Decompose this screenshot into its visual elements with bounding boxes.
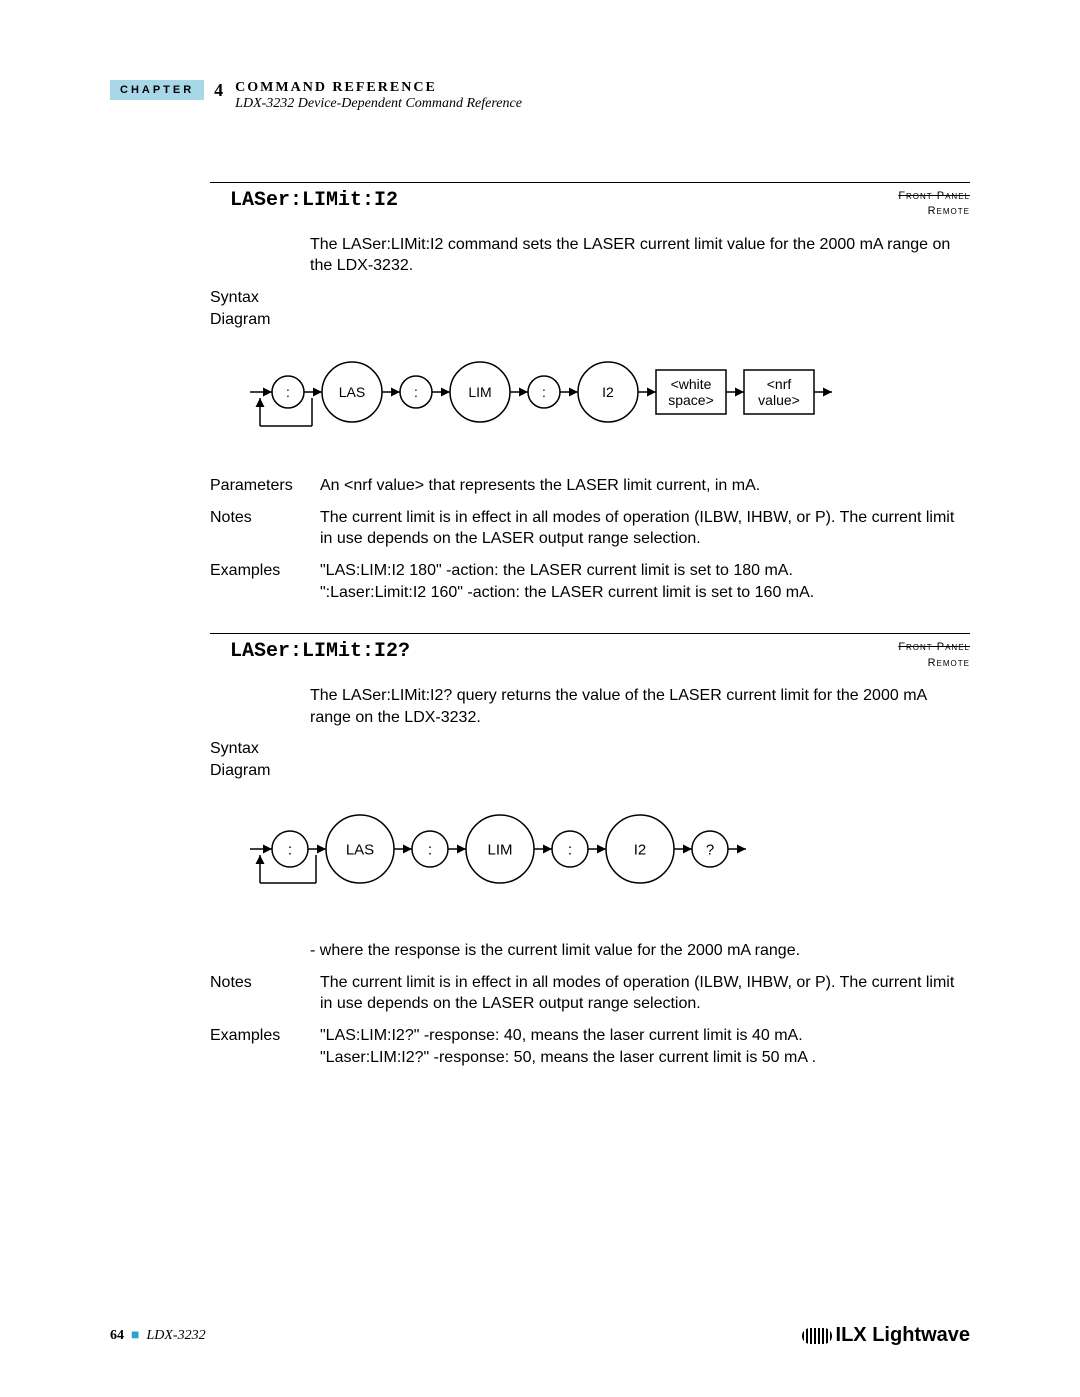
command-title: LASer:LIMit:I2? bbox=[230, 640, 410, 663]
section-rule bbox=[210, 633, 970, 634]
command-description: The LASer:LIMit:I2? query returns the va… bbox=[310, 685, 970, 728]
notes-text: The current limit is in effect in all mo… bbox=[320, 507, 970, 550]
svg-text::: : bbox=[542, 384, 546, 400]
badge-front-panel: Front Panel bbox=[898, 640, 970, 655]
command-badges: Front Panel Remote bbox=[898, 640, 970, 671]
where-text: - where the response is the current limi… bbox=[310, 940, 970, 962]
example-2: ":Laser:Limit:I2 160" -action: the LASER… bbox=[320, 582, 970, 604]
svg-text:?: ? bbox=[706, 842, 714, 859]
notes-label: Notes bbox=[210, 972, 320, 1015]
parameters-text: An <nrf value> that represents the LASER… bbox=[320, 475, 970, 497]
svg-text:value>: value> bbox=[758, 392, 800, 408]
badge-remote: Remote bbox=[898, 204, 970, 219]
example-1: "LAS:LIM:I2?" -response: 40, means the l… bbox=[320, 1025, 970, 1047]
svg-text:space>: space> bbox=[668, 392, 714, 408]
svg-text:I2: I2 bbox=[634, 842, 647, 859]
examples-label: Examples bbox=[210, 560, 320, 603]
section-laser-limit-i2: LASer:LIMit:I2 Front Panel Remote The LA… bbox=[210, 182, 970, 603]
badge-front-panel: Front Panel bbox=[898, 189, 970, 204]
footer-brand: ILX Lightwave bbox=[802, 1324, 970, 1347]
svg-text:I2: I2 bbox=[602, 384, 614, 400]
notes-text: The current limit is in effect in all mo… bbox=[320, 972, 970, 1015]
syntax-diagram-2: : LAS: LIM: I2? bbox=[240, 801, 970, 926]
svg-text:LAS: LAS bbox=[346, 842, 374, 859]
syntax-diagram-1: : LAS: LIM: I2 <whitespace> <nrfvalue> bbox=[240, 350, 970, 465]
footer-model: LDX-3232 bbox=[146, 1328, 205, 1343]
chapter-badge: CHAPTER bbox=[110, 80, 204, 100]
chapter-number: 4 bbox=[214, 80, 223, 101]
page-number: 64 bbox=[110, 1328, 124, 1343]
svg-text::: : bbox=[568, 842, 572, 859]
page-header: CHAPTER 4 COMMAND REFERENCE LDX-3232 Dev… bbox=[110, 80, 970, 112]
svg-text::: : bbox=[428, 842, 432, 859]
svg-text::: : bbox=[414, 384, 418, 400]
svg-text::: : bbox=[286, 384, 290, 400]
footer-square-icon: ■ bbox=[128, 1328, 143, 1343]
svg-text:LIM: LIM bbox=[487, 842, 512, 859]
notes-label: Notes bbox=[210, 507, 320, 550]
command-title: LASer:LIMit:I2 bbox=[230, 189, 398, 212]
header-subtitle: LDX-3232 Device-Dependent Command Refere… bbox=[235, 96, 970, 112]
examples-label: Examples bbox=[210, 1025, 320, 1068]
command-description: The LASer:LIMit:I2 command sets the LASE… bbox=[310, 234, 970, 277]
parameters-label: Parameters bbox=[210, 475, 320, 497]
badge-remote: Remote bbox=[898, 656, 970, 671]
syntax-diagram-label: Syntax Diagram bbox=[210, 287, 320, 330]
syntax-diagram-label: Syntax Diagram bbox=[210, 738, 320, 781]
example-2: "Laser:LIM:I2?" -response: 50, means the… bbox=[320, 1047, 970, 1069]
svg-text::: : bbox=[288, 842, 292, 859]
svg-text:LIM: LIM bbox=[468, 384, 491, 400]
svg-text:LAS: LAS bbox=[339, 384, 365, 400]
section-laser-limit-i2-query: LASer:LIMit:I2? Front Panel Remote The L… bbox=[210, 633, 970, 1068]
section-rule bbox=[210, 182, 970, 183]
brand-logo-icon bbox=[802, 1328, 832, 1344]
header-title: COMMAND REFERENCE bbox=[235, 80, 970, 96]
command-badges: Front Panel Remote bbox=[898, 189, 970, 220]
svg-text:<white: <white bbox=[671, 376, 712, 392]
example-1: "LAS:LIM:I2 180" -action: the LASER curr… bbox=[320, 560, 970, 582]
brand-text: ILX Lightwave bbox=[836, 1324, 970, 1347]
page-footer: 64 ■ LDX-3232 ILX Lightwave bbox=[110, 1324, 970, 1347]
svg-text:<nrf: <nrf bbox=[767, 376, 792, 392]
